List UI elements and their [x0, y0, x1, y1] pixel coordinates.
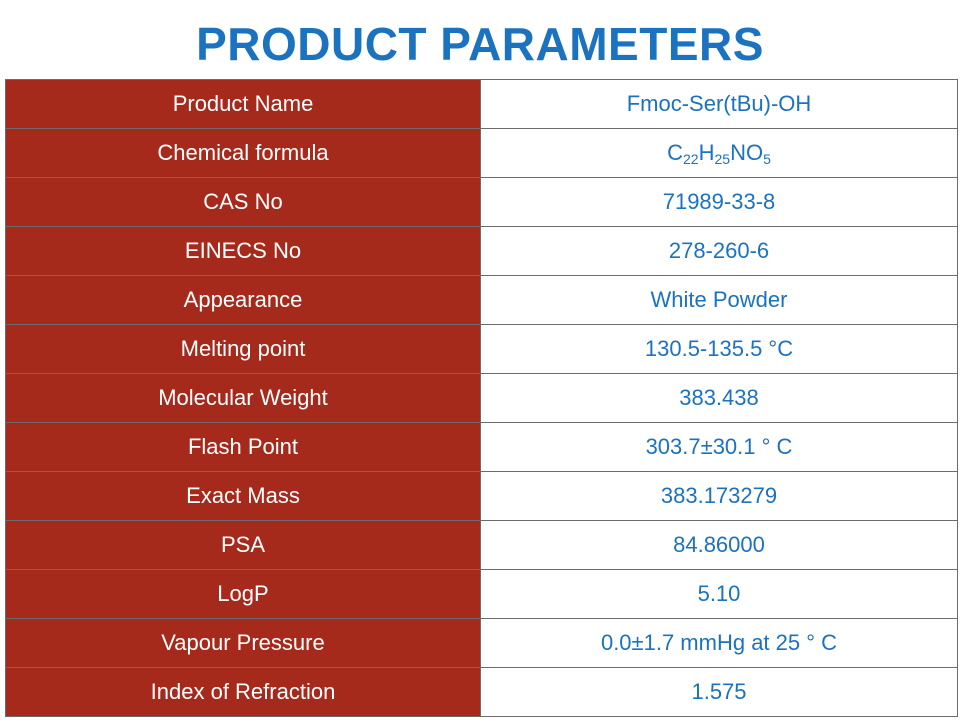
row-value-product-name: Fmoc-Ser(tBu)-OH	[480, 79, 958, 129]
table-row: CAS No 71989-33-8	[5, 177, 958, 227]
table-row: PSA 84.86000	[5, 520, 958, 570]
row-value-exact-mass: 383.173279	[480, 471, 958, 521]
row-label-molecular-weight: Molecular Weight	[5, 373, 481, 423]
row-label-appearance: Appearance	[5, 275, 481, 325]
row-label-cas-no: CAS No	[5, 177, 481, 227]
table-row: Flash Point 303.7±30.1 ° C	[5, 422, 958, 472]
table-row: Index of Refraction 1.575	[5, 667, 958, 717]
table-row: Molecular Weight 383.438	[5, 373, 958, 423]
row-label-melting-point: Melting point	[5, 324, 481, 374]
page-title: PRODUCT PARAMETERS	[196, 18, 764, 70]
row-value-flash-point: 303.7±30.1 ° C	[480, 422, 958, 472]
table-row: Melting point 130.5-135.5 °C	[5, 324, 958, 374]
table-row: Exact Mass 383.173279	[5, 471, 958, 521]
row-value-einecs-no: 278-260-6	[480, 226, 958, 276]
row-value-logp: 5.10	[480, 569, 958, 619]
row-label-product-name: Product Name	[5, 79, 481, 129]
row-label-psa: PSA	[5, 520, 481, 570]
formula-subscript-no: 5	[763, 151, 771, 167]
row-value-cas-no: 71989-33-8	[480, 177, 958, 227]
row-label-exact-mass: Exact Mass	[5, 471, 481, 521]
row-value-vapour-pressure: 0.0±1.7 mmHg at 25 ° C	[480, 618, 958, 668]
row-value-chemical-formula: C22H25NO5	[480, 128, 958, 178]
formula-element-c: C	[667, 140, 684, 165]
table-row: Appearance White Powder	[5, 275, 958, 325]
row-value-psa: 84.86000	[480, 520, 958, 570]
table-row: Vapour Pressure 0.0±1.7 mmHg at 25 ° C	[5, 618, 958, 668]
row-label-einecs-no: EINECS No	[5, 226, 481, 276]
row-value-molecular-weight: 383.438	[480, 373, 958, 423]
row-label-chemical-formula: Chemical formula	[5, 128, 481, 178]
formula-element-no: NO	[730, 140, 764, 165]
row-label-index-of-refraction: Index of Refraction	[5, 667, 481, 717]
table-row: Chemical formula C22H25NO5	[5, 128, 958, 178]
table-row: LogP 5.10	[5, 569, 958, 619]
row-value-appearance: White Powder	[480, 275, 958, 325]
table-row: Product Name Fmoc-Ser(tBu)-OH	[5, 79, 958, 129]
formula-subscript-c: 22	[683, 151, 699, 167]
row-label-vapour-pressure: Vapour Pressure	[5, 618, 481, 668]
product-parameters-table: Product Name Fmoc-Ser(tBu)-OH Chemical f…	[5, 79, 958, 717]
table-row: EINECS No 278-260-6	[5, 226, 958, 276]
formula-element-h: H	[698, 140, 715, 165]
row-value-index-of-refraction: 1.575	[480, 667, 958, 717]
row-label-flash-point: Flash Point	[5, 422, 481, 472]
row-value-melting-point: 130.5-135.5 °C	[480, 324, 958, 374]
formula-subscript-h: 25	[714, 151, 731, 167]
row-label-logp: LogP	[5, 569, 481, 619]
